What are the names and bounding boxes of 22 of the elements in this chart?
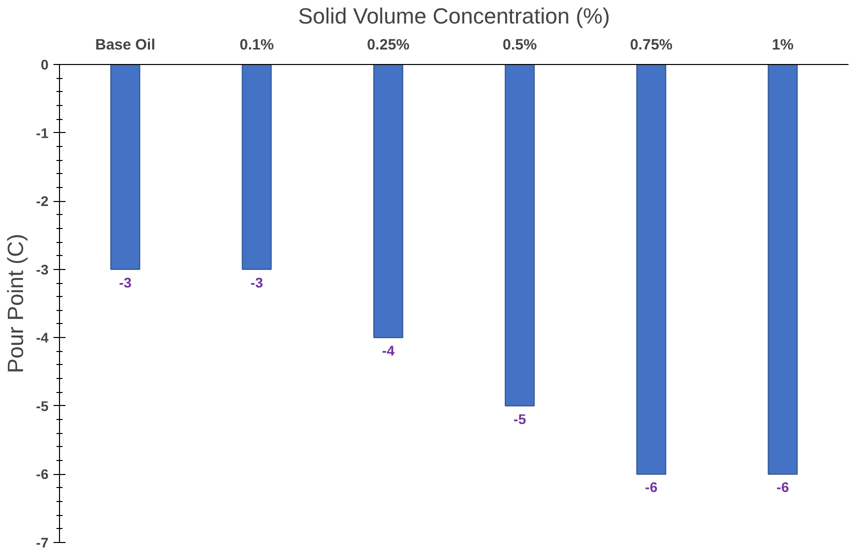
x-tick-label: Base Oil bbox=[95, 36, 156, 54]
y-tick-label: -3 bbox=[36, 261, 49, 278]
data-label: -5 bbox=[514, 410, 526, 427]
x-tick-label: 1% bbox=[772, 36, 794, 54]
y-tick-label: -4 bbox=[36, 330, 49, 346]
data-label: -4 bbox=[382, 342, 395, 359]
data-label: -3 bbox=[119, 274, 132, 290]
x-tick-label: 0.5% bbox=[502, 36, 537, 54]
x-axis-title: Solid Volume Concentration (%) bbox=[298, 4, 610, 28]
y-tick-label: -6 bbox=[36, 466, 49, 482]
y-tick-label: -2 bbox=[36, 193, 49, 210]
y-axis-title: Pour Point (C) bbox=[3, 234, 28, 374]
data-label: -6 bbox=[776, 479, 790, 496]
x-tick-label: 0.1% bbox=[240, 36, 274, 54]
x-tick-label: 0.75% bbox=[630, 36, 673, 54]
y-tick-label: -7 bbox=[36, 534, 49, 550]
y-tick-label: -5 bbox=[36, 398, 49, 414]
data-label: -6 bbox=[645, 479, 658, 496]
x-tick-label: 0.25% bbox=[366, 36, 410, 54]
data-label: -3 bbox=[250, 274, 264, 290]
y-tick-label: -1 bbox=[36, 124, 49, 141]
y-tick-label: 0 bbox=[40, 56, 49, 72]
